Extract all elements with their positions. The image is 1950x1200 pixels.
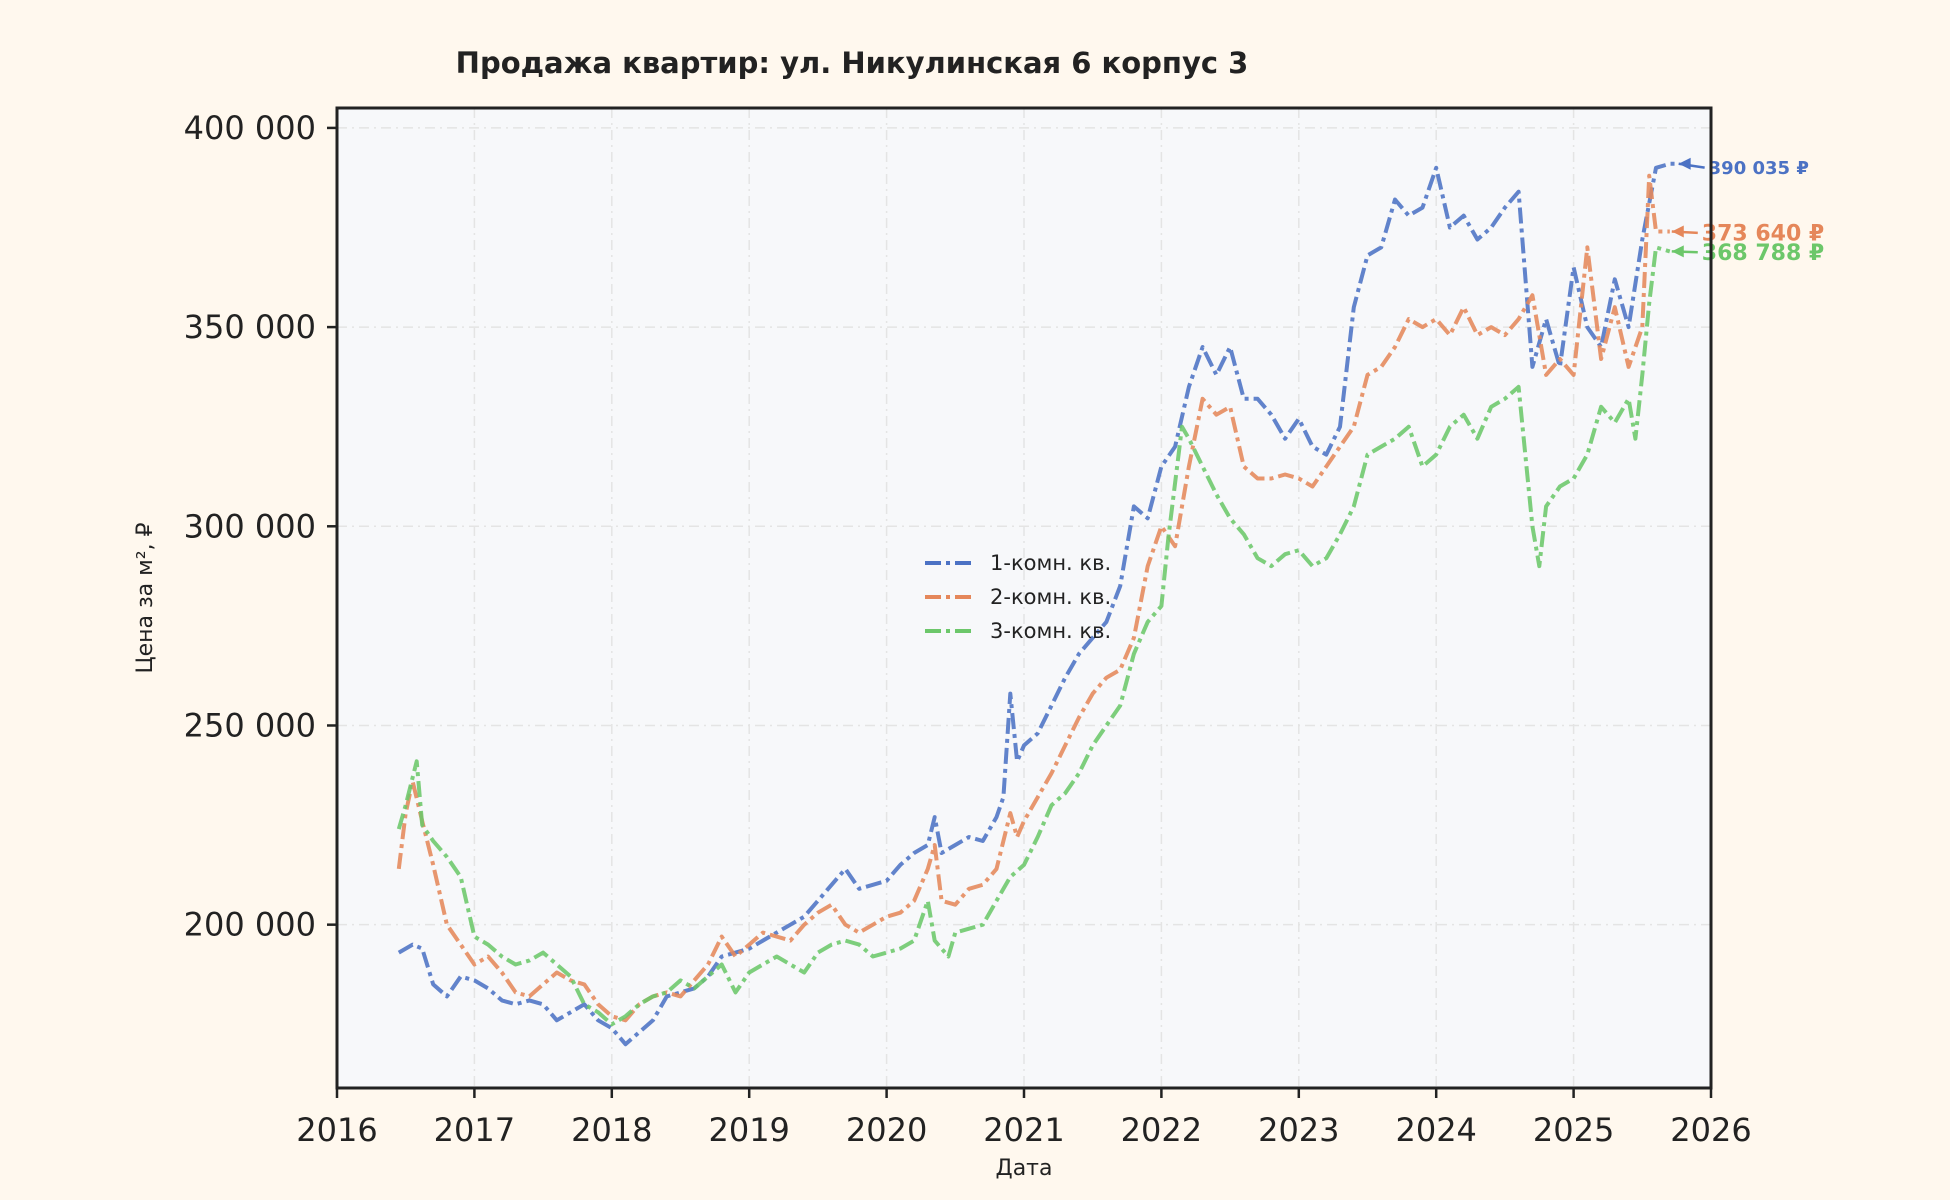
legend: 1-комн. кв. 2-комн. кв. 3-комн. кв. xyxy=(925,551,1111,643)
legend-label-2: 2-комн. кв. xyxy=(990,585,1111,609)
end-label-1: 390 035 ₽ xyxy=(1709,158,1809,179)
y-tick-label: 250 000 xyxy=(184,706,316,744)
series-lines xyxy=(396,161,1677,1047)
end-labels: 390 035 ₽ 373 640 ₽368 788 ₽ xyxy=(1671,157,1824,266)
x-axis-ticks: 2016 2017 2018 2019 2020 2021 2022 2023 2024 2025… xyxy=(296,1088,1752,1149)
x-tick-label: 2020 xyxy=(846,1111,927,1149)
x-tick-label: 2018 xyxy=(571,1111,652,1149)
series-line-3 xyxy=(396,245,1671,1027)
legend-label-1: 1-комн. кв. xyxy=(990,551,1111,575)
y-tick-label: 350 000 xyxy=(184,308,316,346)
x-tick-label: 2025 xyxy=(1533,1111,1614,1149)
x-tick-label: 2019 xyxy=(708,1111,789,1149)
x-tick-label: 2026 xyxy=(1670,1111,1751,1149)
y-tick-label: 300 000 xyxy=(184,507,316,545)
y-tick-label: 200 000 xyxy=(184,906,316,944)
y-axis-ticks: 200 000 250 000 300 000 350 000 400 000 xyxy=(184,109,337,944)
legend-label-3: 3-комн. кв. xyxy=(990,619,1111,643)
series-line-2 xyxy=(396,173,1670,1023)
end-label-3: 368 788 ₽ xyxy=(1702,241,1824,266)
y-tick-label: 400 000 xyxy=(184,109,316,147)
x-tick-label: 2017 xyxy=(434,1111,515,1149)
x-tick-label: 2016 xyxy=(296,1111,377,1149)
end-label-arrowhead xyxy=(1678,157,1691,170)
end-label-arrowhead xyxy=(1671,225,1684,238)
end-label-arrowhead xyxy=(1671,245,1684,258)
chart-title: Продажа квартир: ул. Никулинская 6 корпу… xyxy=(456,46,1249,80)
x-tick-label: 2022 xyxy=(1121,1111,1202,1149)
x-axis-label: Дата xyxy=(996,1156,1053,1181)
series-line-1 xyxy=(397,161,1677,1047)
y-axis-label: Цена за м², ₽ xyxy=(133,522,158,673)
x-tick-label: 2021 xyxy=(983,1111,1064,1149)
x-tick-label: 2024 xyxy=(1395,1111,1476,1149)
end-label-2: 373 640 ₽ xyxy=(1702,222,1824,247)
x-tick-label: 2023 xyxy=(1258,1111,1339,1149)
